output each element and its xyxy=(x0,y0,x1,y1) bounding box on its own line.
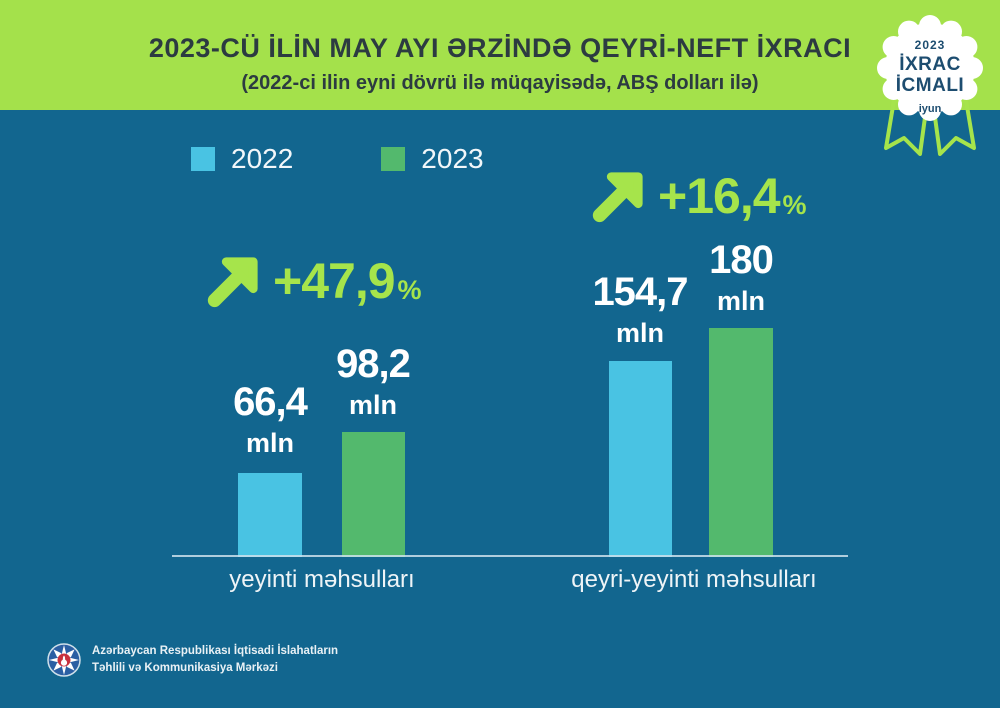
footer: Azərbaycan Respublikası İqtisadi İslahat… xyxy=(46,642,338,678)
bar-2022-food xyxy=(238,473,302,557)
legend-label-2022: 2022 xyxy=(231,143,294,174)
up-right-arrow-icon xyxy=(592,172,643,223)
badge-year: 2023 xyxy=(914,38,946,52)
page-subtitle: (2022-ci ilin eyni dövrü ilə müqayisədə,… xyxy=(241,72,759,94)
axis-baseline xyxy=(172,555,848,557)
header-band xyxy=(0,0,1000,110)
report-badge: 2023 İXRAC İCMALI iyun xyxy=(868,8,992,158)
value-label-2023-food: 98,2 mln xyxy=(336,342,411,420)
value-label-2023-nonfood: 180 mln xyxy=(709,238,774,316)
change-value: +47,9 xyxy=(273,253,396,309)
category-label-food: yeyinti məhsulları xyxy=(229,566,415,593)
change-value: +16,4 xyxy=(658,168,781,224)
change-percent-sign: % xyxy=(782,190,807,220)
state-emblem-logo xyxy=(47,643,81,677)
bar-2022-nonfood xyxy=(609,361,672,557)
bar-2023-food xyxy=(342,432,405,557)
seal-shape xyxy=(877,15,983,121)
change-annotation-nonfood: +16,4 % xyxy=(588,167,807,225)
badge-month: iyun xyxy=(918,103,942,115)
badge-title-line2: İCMALI xyxy=(895,75,965,96)
change-percent-sign: % xyxy=(397,275,422,305)
page-title: 2023-CÜ İLİN MAY AYI ƏRZİNDƏ QEYRİ-NEFT … xyxy=(148,33,852,63)
footer-org-name: Azərbaycan Respublikası İqtisadi İslahat… xyxy=(92,645,339,674)
value-label-2022-nonfood: 154,7 mln xyxy=(592,270,688,348)
badge-title-line1: İXRAC xyxy=(899,54,961,75)
up-right-arrow-icon xyxy=(207,257,258,308)
legend-label-2023: 2023 xyxy=(421,143,484,174)
legend: 2022 2023 xyxy=(191,143,556,175)
category-label-nonfood: qeyri-yeyinti məhsulları xyxy=(571,566,817,593)
legend-swatch-2022 xyxy=(191,147,215,171)
change-annotation-food: +47,9 % xyxy=(203,252,422,310)
legend-swatch-2023 xyxy=(381,147,406,171)
value-label-2022-food: 66,4 mln xyxy=(233,380,308,458)
bar-2023-nonfood xyxy=(709,328,773,557)
